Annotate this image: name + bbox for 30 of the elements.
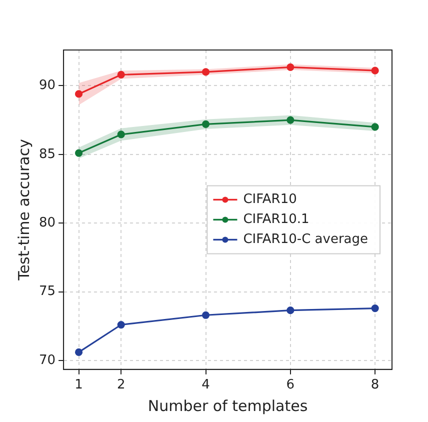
y-tick-label: 70: [38, 352, 56, 368]
x-tick-label: 1: [74, 378, 83, 393]
point: [286, 116, 294, 124]
point: [371, 123, 379, 131]
point: [74, 348, 83, 356]
point: [117, 320, 125, 329]
x-tick-label: 8: [370, 378, 380, 393]
x-tick-label: 2: [116, 378, 126, 393]
y-axis-title: Test-time accuracy: [14, 138, 33, 282]
point: [74, 90, 83, 98]
y-tick-label: 75: [38, 284, 56, 300]
legend-label: CIFAR10.1: [243, 212, 310, 228]
point: [286, 306, 294, 314]
point: [371, 304, 379, 312]
point: [74, 149, 83, 157]
legend-label: CIFAR10-C average: [243, 232, 368, 248]
x-axis-title: Number of templates: [148, 396, 308, 415]
legend-label: CIFAR10: [243, 192, 297, 208]
point: [202, 120, 210, 128]
x-tick-label: 6: [286, 378, 295, 393]
x-tick-label: 4: [202, 378, 210, 393]
point: [202, 68, 210, 76]
point: [117, 70, 125, 79]
point: [117, 130, 125, 138]
point: [202, 311, 210, 319]
point: [286, 63, 294, 71]
y-tick-label: 80: [38, 215, 56, 230]
y-tick-label: 85: [38, 146, 56, 162]
point: [371, 66, 379, 74]
y-tick-label: 90: [38, 78, 56, 94]
